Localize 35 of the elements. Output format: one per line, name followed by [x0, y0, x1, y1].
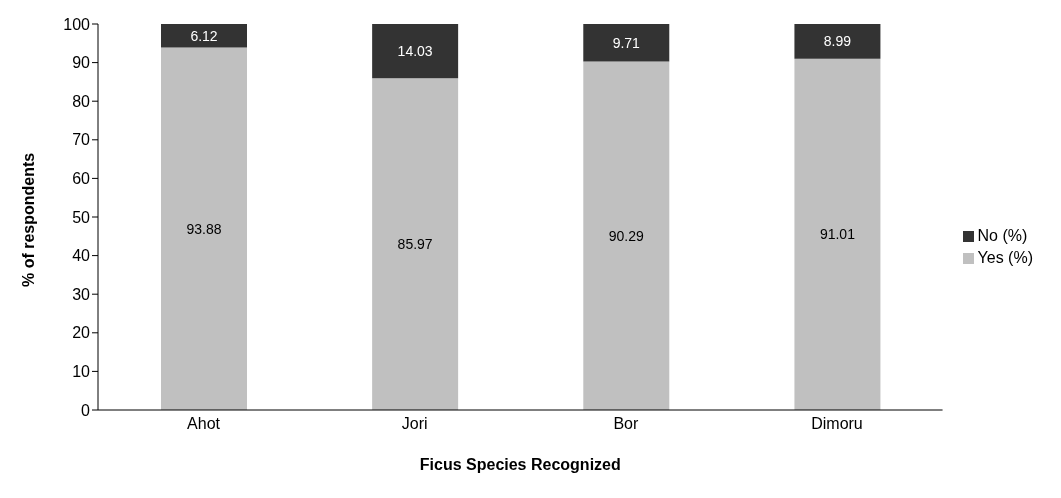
data-label: 85.97 — [397, 236, 433, 253]
bar — [372, 24, 459, 79]
y-tick-label: 80 — [72, 92, 91, 110]
data-label: 93.88 — [186, 220, 222, 237]
data-label: 6.12 — [190, 27, 218, 44]
y-tick-label: 50 — [72, 208, 91, 226]
x-tick-label: Ahot — [187, 415, 221, 433]
bar — [583, 61, 670, 410]
legend-label: Yes (%) — [977, 249, 1033, 267]
y-axis-title: % of respondents — [19, 152, 37, 287]
data-label: 8.99 — [823, 33, 852, 50]
legend-label: No (%) — [977, 227, 1028, 245]
y-tick-label: 70 — [72, 131, 91, 149]
data-label: 14.03 — [397, 43, 433, 60]
y-tick-label: 0 — [81, 401, 91, 419]
bar — [372, 78, 459, 410]
y-tick-label: 100 — [63, 15, 91, 33]
bar — [161, 47, 247, 410]
bar — [583, 24, 670, 62]
y-tick-label: 20 — [72, 324, 91, 342]
data-label: 90.29 — [608, 227, 645, 244]
data-label: 91.01 — [819, 226, 856, 243]
bar — [794, 58, 881, 410]
data-label: 9.71 — [612, 34, 641, 51]
x-tick-label: Jori — [401, 415, 428, 433]
y-tick-label: 10 — [72, 363, 91, 381]
x-axis-title: Ficus Species Recognized — [419, 456, 621, 473]
x-tick-label: Dimoru — [811, 415, 863, 433]
y-tick-label: 40 — [72, 247, 91, 265]
x-tick-label: Bor — [613, 415, 639, 433]
bar — [161, 24, 247, 48]
y-tick-label: 90 — [72, 54, 91, 72]
y-tick-label: 60 — [72, 170, 91, 188]
bar — [794, 24, 881, 59]
y-tick-label: 30 — [72, 285, 91, 303]
